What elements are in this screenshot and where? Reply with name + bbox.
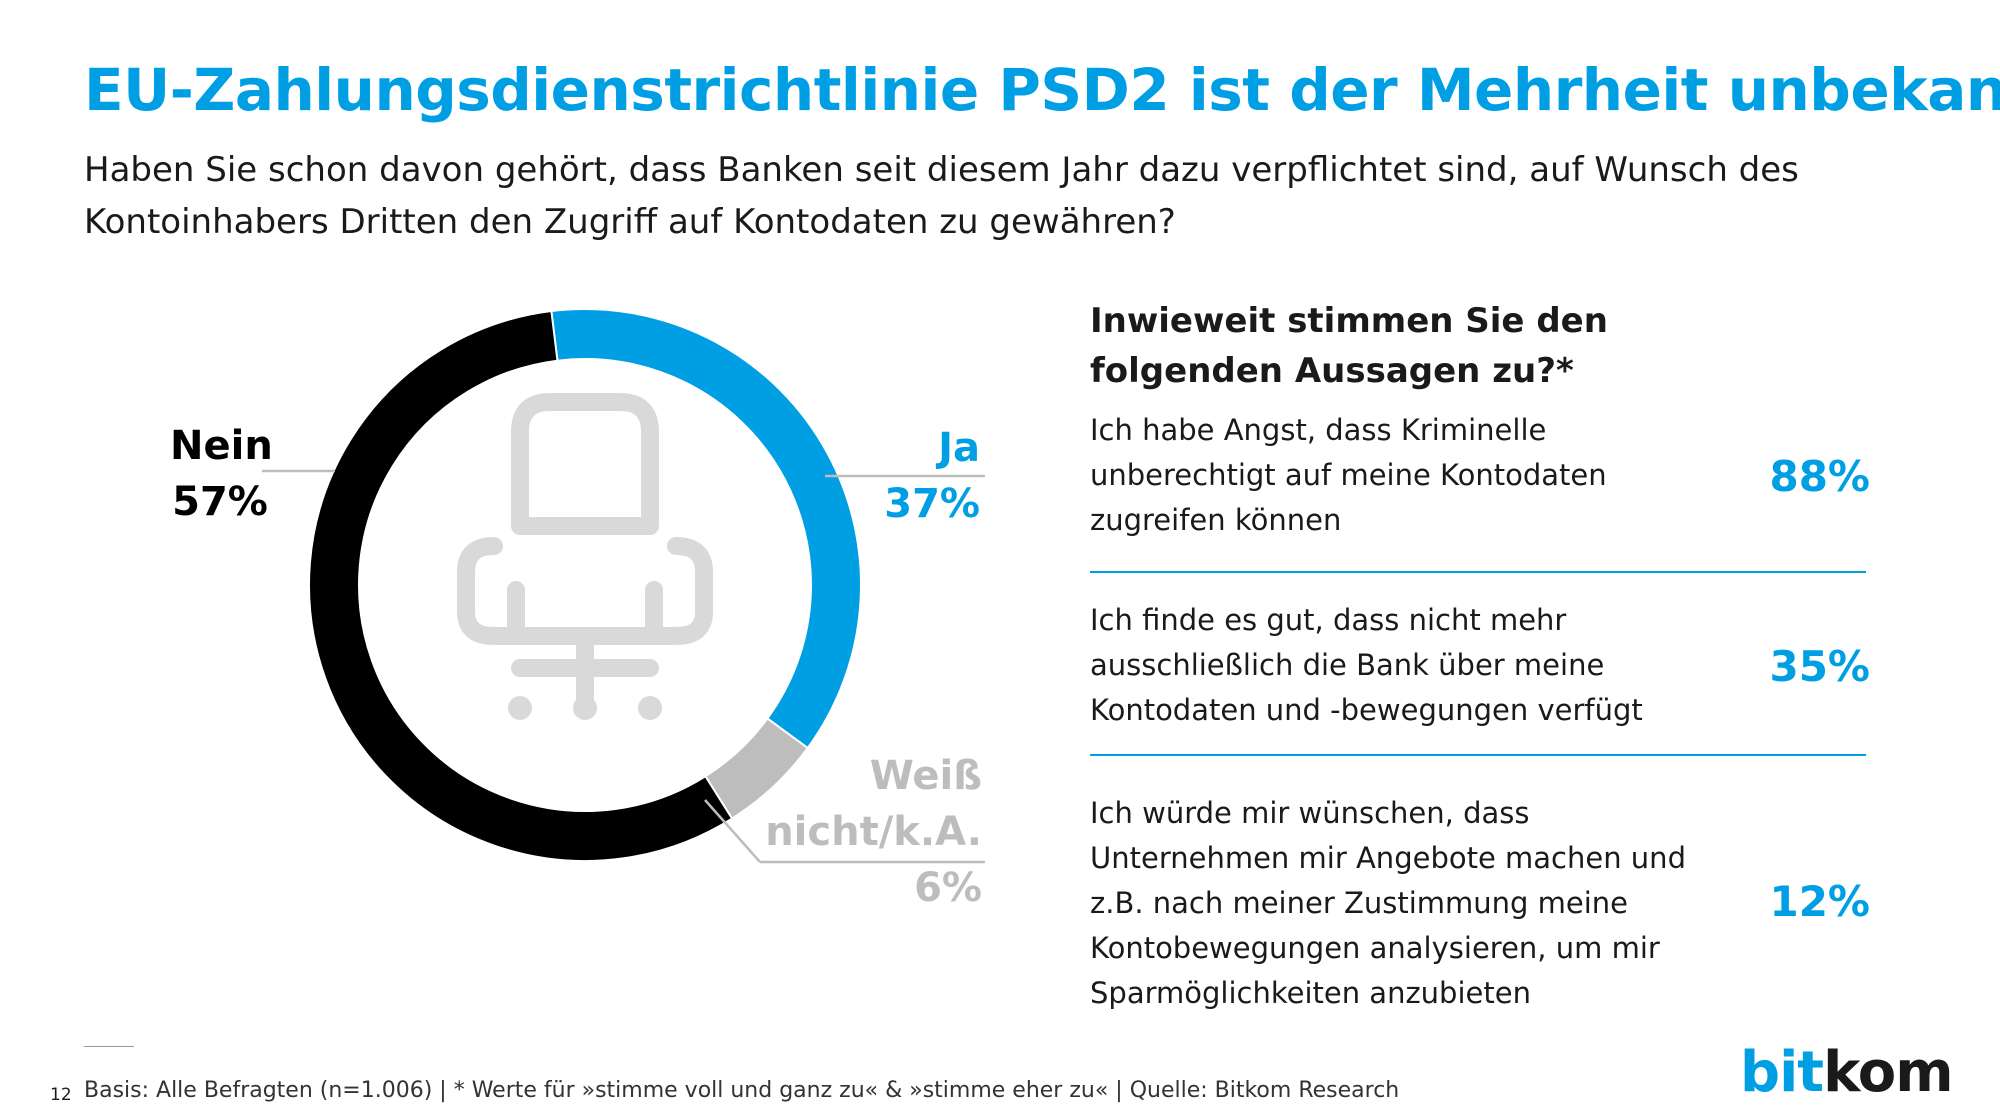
- logo-part-1: bit: [1740, 1040, 1824, 1105]
- statement-value-2: 35%: [1769, 642, 1870, 691]
- office-chair-wheels: [508, 696, 662, 720]
- footer-rule: [84, 1046, 134, 1047]
- statement-divider-1: [1090, 571, 1866, 573]
- page-subtitle: Haben Sie schon davon gehört, dass Banke…: [84, 150, 1799, 242]
- statement-divider-2: [1090, 754, 1866, 756]
- page-title: EU-Zahlungsdienstrichtlinie PSD2 ist der…: [84, 56, 2000, 124]
- slice-label-ja-text: Ja: [938, 425, 980, 471]
- slice-label-weiss-text-1: Weiß: [869, 753, 982, 799]
- logo-part-2: kom: [1823, 1040, 1954, 1105]
- donut-slice-ja: [550, 308, 862, 750]
- donut-slice-nein: [308, 309, 734, 862]
- slice-value-weiss: 6%: [914, 865, 982, 911]
- donut-chart: [308, 308, 862, 862]
- statements-title: Inwieweit stimmen Sie den folgenden Auss…: [1090, 301, 1608, 391]
- slice-value-ja: 37%: [884, 481, 980, 527]
- page-number: 12: [50, 1085, 72, 1105]
- statement-text-2: Ich finde es gut, dass nicht mehr aussch…: [1090, 603, 1643, 727]
- footer-source: Basis: Alle Befragten (n=1.006) | * Wert…: [84, 1078, 1400, 1103]
- slice-label-nein: Nein 57%: [170, 418, 273, 530]
- statement-text-3: Ich würde mir wünschen, dass Unternehmen…: [1090, 796, 1686, 1010]
- office-chair-icon: [457, 393, 713, 709]
- slice-label-weiss-text-2: nicht/k.A.: [765, 809, 982, 855]
- slice-label-nein-text: Nein: [170, 423, 273, 469]
- slice-label-weiss: Weiß nicht/k.A. 6%: [760, 748, 982, 916]
- statement-value-3: 12%: [1769, 877, 1870, 926]
- statement-text-1: Ich habe Angst, dass Kriminelle unberech…: [1090, 413, 1607, 537]
- statement-value-1: 88%: [1769, 452, 1870, 501]
- slice-value-nein: 57%: [172, 479, 268, 525]
- slice-label-ja: Ja 37%: [880, 420, 980, 532]
- bitkom-logo: bitkom: [1740, 1040, 1954, 1106]
